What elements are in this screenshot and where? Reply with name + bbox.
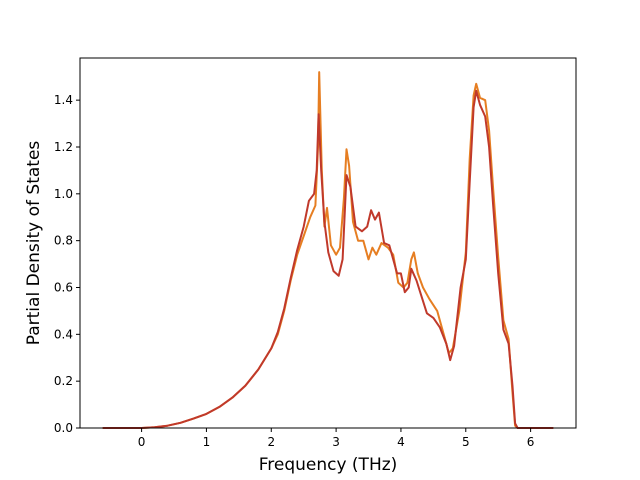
x-tick-label: 4 — [397, 435, 405, 449]
y-tick-label: 1.4 — [54, 93, 73, 107]
x-axis-label: Frequency (THz) — [259, 455, 398, 475]
y-tick-label: 0.8 — [54, 234, 73, 248]
x-tick-label: 5 — [462, 435, 470, 449]
x-tick-label: 2 — [267, 435, 275, 449]
x-tick-label: 3 — [332, 435, 340, 449]
x-tick-label: 1 — [203, 435, 211, 449]
x-axis: 0 1 2 3 4 5 6 — [138, 428, 535, 449]
y-tick-label: 0.4 — [54, 327, 73, 341]
y-axis-label: Partial Density of States — [24, 141, 44, 346]
x-tick-label: 6 — [527, 435, 535, 449]
series-line-2 — [102, 89, 554, 429]
y-tick-label: 1.0 — [54, 187, 73, 201]
y-tick-label: 1.2 — [54, 140, 73, 154]
x-tick-label: 0 — [138, 435, 146, 449]
series-layer — [102, 71, 554, 429]
y-tick-label: 0.0 — [54, 421, 73, 435]
y-tick-label: 0.2 — [54, 374, 73, 388]
y-tick-label: 0.6 — [54, 280, 73, 294]
y-axis: 0.0 0.2 0.4 0.6 0.8 1.0 1.2 1.4 — [54, 93, 80, 435]
plot-frame — [79, 57, 577, 429]
